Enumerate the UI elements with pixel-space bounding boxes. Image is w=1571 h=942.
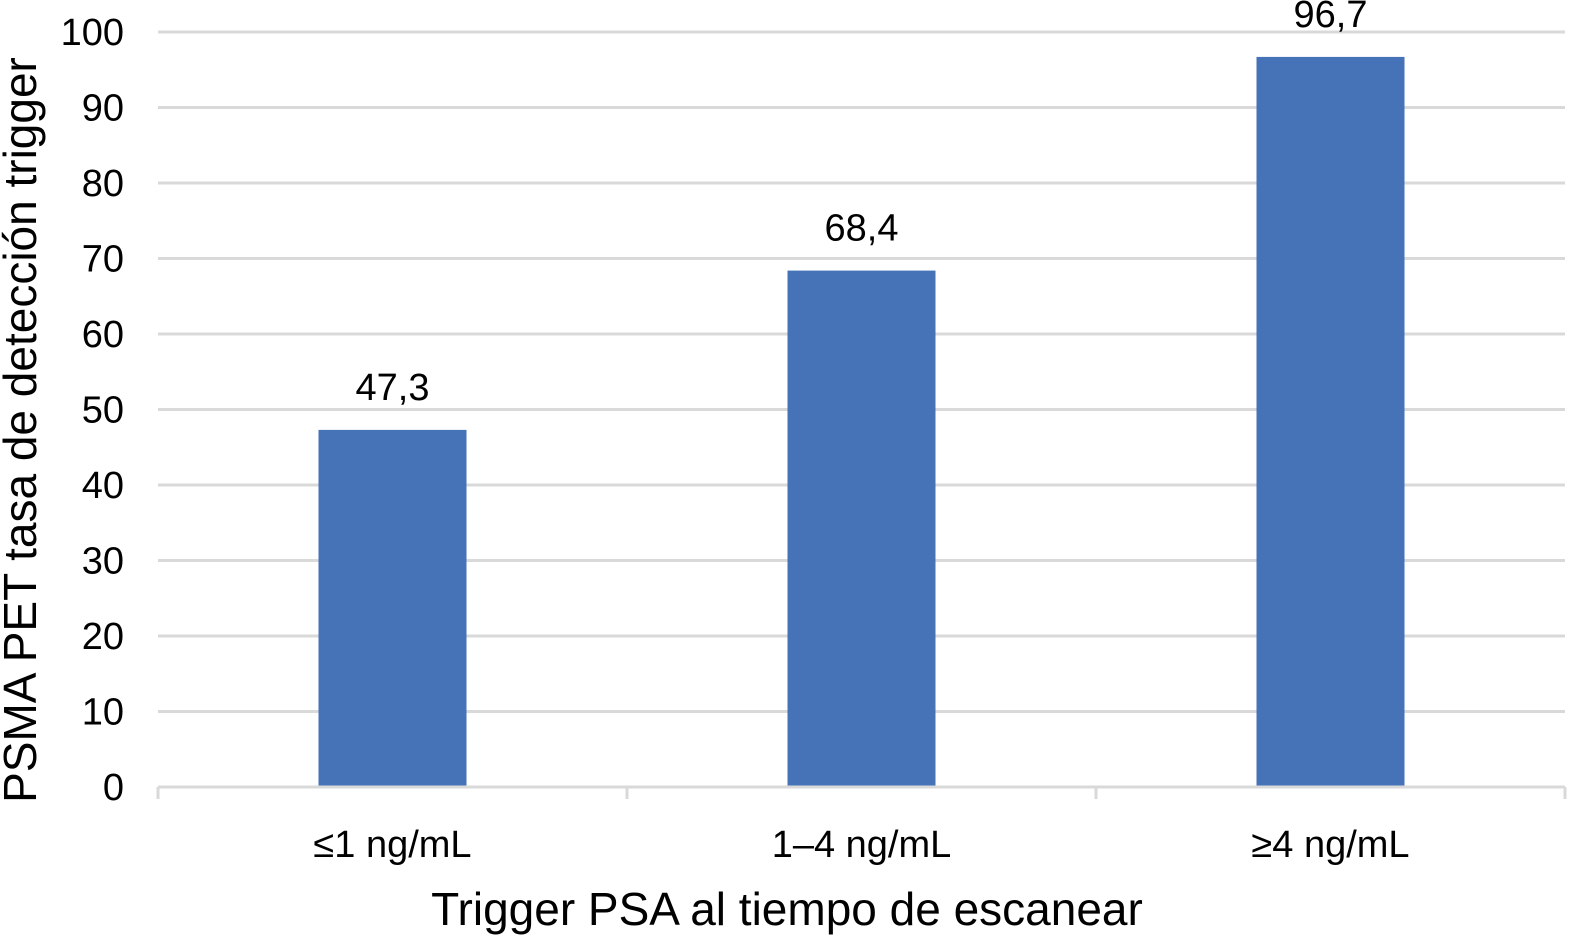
data-label: 96,7 — [1294, 0, 1368, 36]
y-tick-label: 60 — [82, 314, 124, 356]
x-tick-label: ≤1 ng/mL — [313, 824, 471, 866]
data-label: 68,4 — [825, 208, 899, 250]
x-axis — [158, 787, 1565, 799]
bar — [788, 271, 936, 787]
y-axis-tick-labels: 0 10 20 30 40 50 60 70 80 90 100 — [61, 12, 124, 809]
x-tick-label: ≥4 ng/mL — [1251, 824, 1409, 866]
y-tick-label: 30 — [82, 541, 124, 583]
y-tick-label: 20 — [82, 616, 124, 658]
bars — [319, 57, 1405, 787]
y-tick-label: 80 — [82, 163, 124, 205]
y-tick-label: 50 — [82, 390, 124, 432]
y-tick-label: 90 — [82, 88, 124, 130]
x-axis-tick-labels: ≤1 ng/mL 1–4 ng/mL ≥4 ng/mL — [313, 824, 1409, 866]
y-axis-title: PSMA PET tasa de detección trigger — [0, 57, 46, 803]
x-tick-label: 1–4 ng/mL — [772, 824, 952, 866]
bar — [1257, 57, 1405, 787]
y-tick-label: 70 — [82, 239, 124, 281]
y-tick-label: 100 — [61, 12, 124, 54]
bar — [319, 430, 467, 787]
y-tick-label: 10 — [82, 692, 124, 734]
y-tick-label: 0 — [103, 767, 124, 809]
data-label: 47,3 — [356, 367, 430, 409]
y-tick-label: 40 — [82, 465, 124, 507]
x-axis-title: Trigger PSA al tiempo de escanear — [431, 883, 1143, 935]
